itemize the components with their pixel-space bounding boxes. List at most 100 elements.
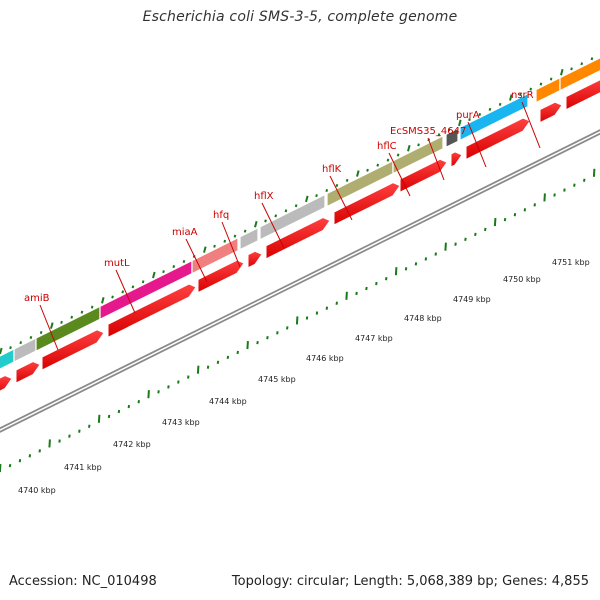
scale-label: 4750 kbp — [503, 275, 541, 284]
cds-arrow — [107, 283, 197, 339]
leader-line — [521, 101, 541, 149]
outer-minor-tick — [335, 183, 339, 187]
scale-major-tick — [295, 316, 299, 325]
scale-major-tick — [48, 439, 51, 448]
scale-minor-tick — [88, 424, 91, 428]
outer-minor-tick — [141, 280, 145, 284]
gene-label: hfq — [213, 210, 229, 221]
scale-label: 4747 kbp — [355, 334, 393, 343]
scale-label: 4744 kbp — [209, 397, 247, 406]
scale-minor-tick — [375, 281, 378, 286]
outer-major-tick — [509, 94, 513, 101]
scale-minor-tick — [404, 267, 408, 271]
outer-minor-tick — [131, 285, 135, 289]
scale-minor-tick — [503, 217, 507, 222]
scale-minor-tick — [385, 276, 388, 281]
scale-minor-tick — [355, 291, 358, 296]
outer-minor-tick — [539, 82, 543, 86]
scale-label: 4745 kbp — [258, 375, 296, 384]
outer-minor-tick — [70, 315, 74, 319]
scale-major-tick — [493, 217, 497, 227]
outer-major-tick — [101, 297, 105, 304]
outer-minor-tick — [315, 194, 318, 198]
scale-minor-tick — [206, 365, 210, 369]
outer-major-tick — [152, 271, 156, 279]
scale-minor-tick — [305, 316, 309, 320]
scale-minor-tick — [216, 360, 220, 364]
cds-arrow — [450, 151, 463, 168]
topology-text: Topology: circular; Length: 5,068,389 bp… — [231, 574, 589, 589]
scale-minor-tick — [365, 286, 368, 291]
scale-major-tick — [592, 168, 596, 177]
scale-minor-tick — [513, 213, 517, 217]
scale-minor-tick — [563, 188, 566, 192]
scale-major-tick — [345, 291, 348, 300]
gene-label: EcSMS35_4647 — [390, 126, 466, 137]
scale-minor-tick — [464, 237, 467, 241]
scale-label: 4740 kbp — [18, 486, 56, 495]
scale-minor-tick — [414, 262, 418, 266]
leader-line — [185, 238, 208, 283]
outer-tick-marks — [0, 57, 594, 355]
outer-minor-tick — [386, 158, 390, 162]
outer-major-tick — [0, 347, 3, 355]
outer-minor-tick — [9, 346, 12, 350]
leader-line — [221, 221, 241, 268]
feature-box — [445, 127, 459, 149]
scale-minor-tick — [533, 203, 536, 207]
cds-arrow — [565, 79, 600, 111]
outer-minor-tick — [111, 295, 114, 299]
gene-label: hflK — [322, 164, 342, 175]
scale-minor-tick — [157, 390, 160, 394]
outer-minor-tick — [396, 153, 400, 157]
outer-minor-tick — [549, 77, 553, 81]
outer-minor-tick — [345, 178, 349, 182]
outer-minor-tick — [90, 305, 94, 309]
scale-minor-tick — [187, 375, 190, 379]
scale-minor-tick — [117, 409, 121, 414]
outer-major-tick — [254, 221, 258, 228]
outer-minor-tick — [172, 265, 176, 269]
outer-minor-tick — [519, 92, 522, 96]
scale-minor-tick — [236, 350, 239, 355]
scale-minor-tick — [167, 385, 170, 389]
cds-track — [0, 79, 600, 392]
scale-minor-tick — [107, 414, 111, 419]
scale-minor-tick — [177, 380, 180, 384]
cds-arrow — [333, 182, 401, 226]
feature-box — [259, 193, 326, 241]
scale-minor-tick — [573, 183, 576, 187]
feature-box — [0, 348, 15, 370]
outer-minor-tick — [529, 87, 533, 91]
cds-arrow — [465, 117, 531, 161]
feature-box — [459, 92, 529, 142]
outer-minor-tick — [580, 62, 584, 66]
scale-minor-tick — [523, 208, 527, 212]
outer-minor-tick — [182, 259, 186, 264]
scale-major-tick — [246, 340, 249, 350]
leader-line — [427, 137, 445, 181]
outer-minor-tick — [570, 67, 573, 71]
backbone-inner — [0, 131, 600, 431]
cds-arrow — [539, 101, 563, 124]
outer-major-tick — [356, 170, 360, 177]
outer-major-tick — [305, 195, 309, 203]
outer-minor-tick — [264, 219, 267, 223]
outer-minor-tick — [223, 239, 227, 243]
scale-labels: 4740 kbp 4741 kbp 4742 kbp 4743 kbp 4744 kbp… — [18, 258, 590, 495]
outer-major-tick — [560, 68, 564, 76]
outer-minor-tick — [19, 341, 23, 345]
outer-minor-tick — [325, 189, 329, 193]
outer-minor-tick — [294, 204, 298, 208]
scale-minor-tick — [8, 463, 12, 468]
scale-minor-tick — [38, 449, 41, 453]
scale-minor-tick — [434, 252, 437, 256]
cds-arrow — [247, 250, 263, 269]
leader-line — [388, 152, 411, 197]
outer-minor-tick — [366, 168, 369, 172]
scale-minor-tick — [226, 355, 230, 360]
scale-minor-tick — [28, 454, 32, 458]
feature-box — [559, 57, 600, 92]
